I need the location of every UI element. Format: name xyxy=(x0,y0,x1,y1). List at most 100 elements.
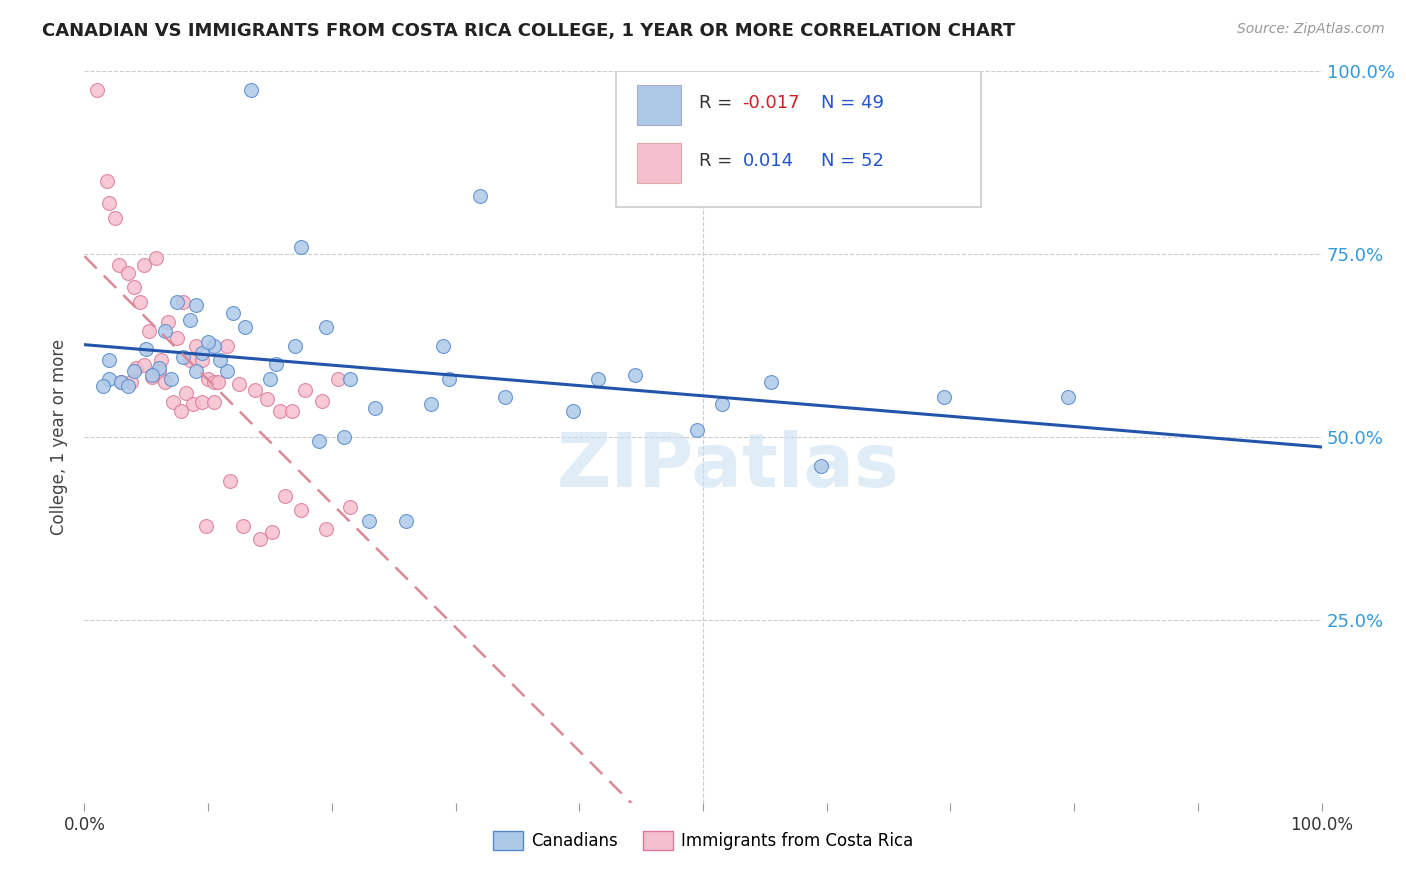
Point xyxy=(710,397,733,411)
Point xyxy=(150,353,173,368)
Point xyxy=(157,314,180,328)
Y-axis label: College, 1 year or more: College, 1 year or more xyxy=(51,339,69,535)
Point xyxy=(284,338,307,352)
Point xyxy=(108,258,131,272)
Point xyxy=(326,371,349,385)
Point xyxy=(274,489,297,503)
Point xyxy=(110,376,132,390)
Point xyxy=(262,525,284,540)
Point xyxy=(104,211,127,225)
Point xyxy=(202,338,225,352)
Point xyxy=(153,376,176,390)
Point xyxy=(290,503,312,517)
Text: CANADIAN VS IMMIGRANTS FROM COSTA RICA COLLEGE, 1 YEAR OR MORE CORRELATION CHART: CANADIAN VS IMMIGRANTS FROM COSTA RICA C… xyxy=(42,22,1015,40)
Point xyxy=(308,434,330,448)
Point xyxy=(110,376,132,390)
Point xyxy=(194,519,217,533)
Point xyxy=(269,404,291,418)
Point xyxy=(439,371,461,385)
Point xyxy=(117,379,139,393)
Point xyxy=(181,397,204,411)
Point xyxy=(419,397,441,411)
Point xyxy=(339,371,361,385)
Text: N = 52: N = 52 xyxy=(821,153,883,170)
Point xyxy=(228,377,250,392)
Point xyxy=(215,364,238,378)
Point xyxy=(202,376,225,390)
Text: N = 49: N = 49 xyxy=(821,94,883,112)
Text: Source: ZipAtlas.com: Source: ZipAtlas.com xyxy=(1237,22,1385,37)
Point xyxy=(562,404,585,418)
Point xyxy=(184,364,207,378)
Point xyxy=(586,371,609,385)
Point xyxy=(135,343,157,357)
FancyBboxPatch shape xyxy=(637,143,681,183)
Point xyxy=(470,188,492,202)
Point xyxy=(232,519,254,533)
Point xyxy=(138,324,160,338)
Point xyxy=(197,371,219,385)
Point xyxy=(141,370,163,384)
Point xyxy=(148,364,170,378)
Point xyxy=(281,404,304,418)
Point xyxy=(290,240,312,254)
Point xyxy=(179,313,201,327)
Point xyxy=(264,357,287,371)
Point xyxy=(934,390,956,404)
Point xyxy=(259,371,281,385)
Point xyxy=(364,401,387,415)
Point xyxy=(759,376,782,390)
Point xyxy=(184,338,207,352)
Point xyxy=(120,376,142,390)
Point xyxy=(98,371,121,385)
Point xyxy=(166,331,188,345)
Point xyxy=(148,360,170,375)
Point xyxy=(209,353,232,368)
Text: -0.017: -0.017 xyxy=(742,94,800,112)
Point xyxy=(339,500,361,514)
Point xyxy=(243,383,266,397)
Point xyxy=(179,353,201,368)
Point xyxy=(294,383,316,397)
Point xyxy=(160,371,183,385)
Point xyxy=(219,474,242,488)
Point xyxy=(395,514,418,528)
Point xyxy=(166,294,188,309)
Point xyxy=(170,404,193,418)
Point xyxy=(86,83,108,97)
Point xyxy=(191,395,214,409)
Point xyxy=(162,395,184,409)
Point xyxy=(215,338,238,352)
Point xyxy=(240,83,263,97)
Point xyxy=(132,359,155,373)
Text: R =: R = xyxy=(699,94,738,112)
Point xyxy=(432,338,454,352)
Point xyxy=(172,350,194,364)
Text: 0.014: 0.014 xyxy=(742,153,794,170)
Point xyxy=(1057,390,1080,404)
Point xyxy=(333,430,356,444)
Point xyxy=(202,395,225,409)
Point xyxy=(184,298,207,312)
Point xyxy=(153,324,176,338)
Point xyxy=(174,386,197,401)
Point xyxy=(222,306,245,320)
Text: ZIPatlas: ZIPatlas xyxy=(557,430,898,503)
Point xyxy=(256,392,278,406)
Point xyxy=(96,174,118,188)
Text: R =: R = xyxy=(699,153,744,170)
Point xyxy=(122,364,145,378)
Point xyxy=(98,353,121,368)
Point xyxy=(145,251,167,265)
FancyBboxPatch shape xyxy=(637,85,681,125)
Point xyxy=(172,294,194,309)
Point xyxy=(686,423,709,437)
Point xyxy=(311,393,333,408)
Point xyxy=(191,346,214,360)
Point xyxy=(132,258,155,272)
Point xyxy=(249,533,271,547)
Point xyxy=(98,196,121,211)
Point xyxy=(810,459,832,474)
Point xyxy=(117,266,139,280)
Point xyxy=(125,360,148,375)
